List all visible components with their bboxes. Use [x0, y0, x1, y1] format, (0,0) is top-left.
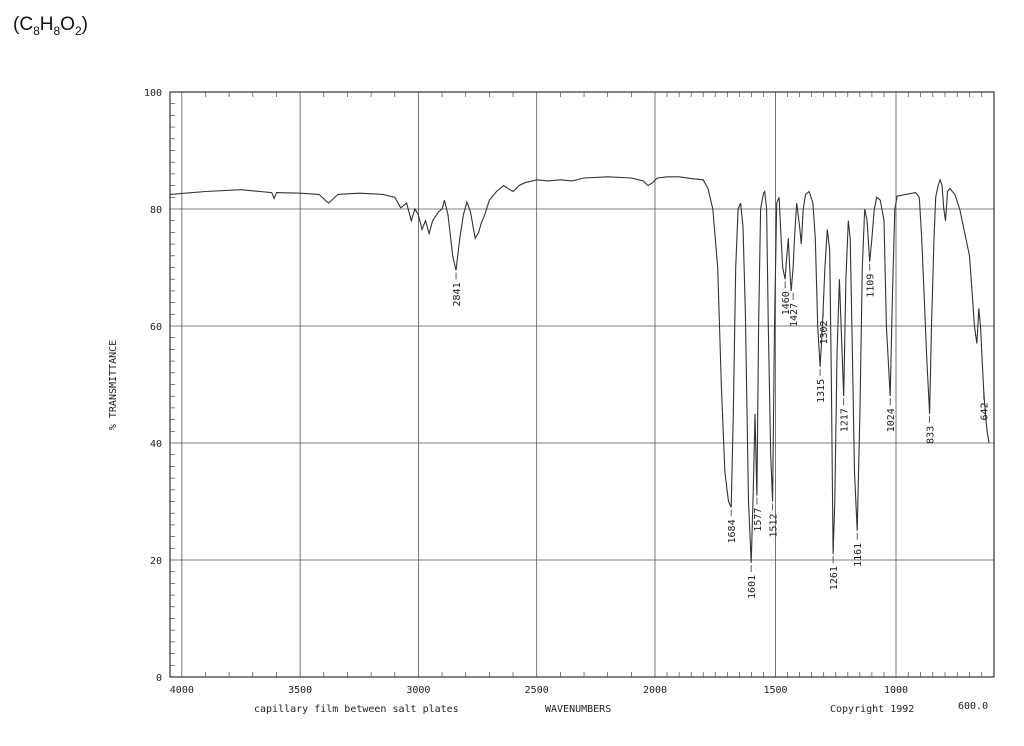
peak-label: 1315: [816, 379, 827, 403]
y-axis-label: % TRANSMITTANCE: [108, 340, 119, 430]
y-tick-label: 20: [150, 556, 162, 567]
peak-label: 2841: [452, 282, 463, 306]
plot-frame: [169, 91, 995, 678]
peak-annotation: 1302: [819, 310, 830, 344]
peak-label: 1460: [781, 291, 792, 315]
peak-annotation: 1217: [840, 398, 851, 432]
peak-label: 1601: [747, 575, 758, 599]
grid-layer: [170, 92, 994, 677]
peak-annotation: 1512: [769, 503, 780, 538]
x-tick-label: 1000: [884, 685, 908, 696]
copyright: Copyright 1992: [830, 704, 915, 715]
peak-annotation: 1315: [816, 368, 827, 403]
peak-annotation: 833: [926, 415, 937, 444]
peak-annotation: 2841: [452, 272, 463, 306]
peak-annotation: 642: [980, 392, 991, 420]
y-tick-label: 40: [150, 439, 162, 450]
peak-annotation: 1460: [781, 281, 792, 315]
peak-annotation: 1684: [727, 509, 738, 543]
sample-note: capillary film between salt plates: [254, 704, 459, 715]
y-tick-label: 100: [144, 88, 162, 99]
peak-label: 1161: [853, 543, 864, 567]
x-tick-label: 1500: [763, 685, 787, 696]
peak-label: 642: [980, 402, 991, 420]
peak-annotation: 1427: [789, 292, 800, 327]
y-tick-label: 80: [150, 205, 162, 216]
peak-label: 1217: [840, 408, 851, 432]
peak-annotation: 1109: [866, 263, 877, 298]
x-tick-label: 4000: [170, 685, 194, 696]
y-tick-label: 60: [150, 322, 162, 333]
y-tick-label: 0: [156, 673, 162, 684]
x-tick-label: 2500: [525, 685, 549, 696]
peak-label: 1024: [886, 408, 897, 432]
peak-label: 1109: [866, 274, 877, 298]
peak-annotation: 1601: [747, 564, 758, 599]
x-tick-label: 3000: [406, 685, 430, 696]
peak-label: 1427: [789, 303, 800, 327]
peak-label: 1261: [829, 566, 840, 590]
peak-label: 1512: [769, 514, 780, 538]
x-axis-label: WAVENUMBERS: [545, 704, 612, 715]
molecular-formula: (C8H8O2): [13, 14, 88, 38]
x-axis-end-label: 600.0: [958, 701, 989, 712]
tick-layer: 100 80 60 40 20 0 4000 3500 3000 2500 2000 1500 1000: [144, 88, 983, 696]
x-tick-label: 2000: [643, 685, 667, 696]
peak-annotation: 1024: [886, 398, 897, 432]
peak-label: 1577: [753, 508, 764, 532]
peak-label: 1684: [727, 519, 738, 543]
peak-annotation: 1577: [753, 497, 764, 532]
spectrum-line: [169, 176, 990, 563]
peak-annotation: 1161: [853, 532, 864, 567]
x-tick-label: 3500: [288, 685, 312, 696]
peak-annotation: 1261: [829, 556, 840, 590]
peak-label: 833: [926, 426, 937, 444]
peak-label: 1302: [819, 320, 830, 344]
